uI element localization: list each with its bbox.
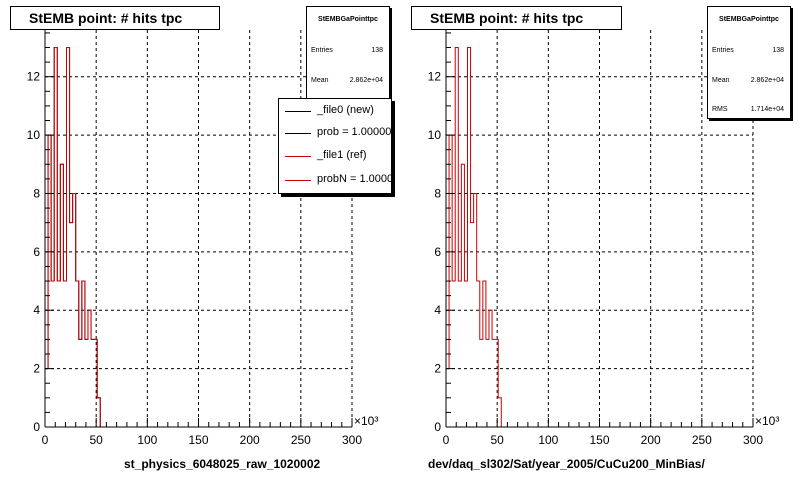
legend-entry-prob: prob = 1.000000	[279, 123, 392, 143]
right-x-multiplier: ×10³	[755, 414, 779, 428]
legend-entry-file0: _file0 (new)	[279, 101, 391, 121]
right-x-tick-label: 300	[743, 433, 763, 447]
left-y-tick-label: 6	[33, 245, 40, 259]
left-x-multiplier: ×10³	[354, 414, 378, 428]
right-stats-mean-label: Mean	[712, 77, 730, 84]
right-chart-title: StEMB point: # hits tpc	[411, 6, 622, 30]
left-chart-title: StEMB point: # hits tpc	[10, 6, 220, 30]
legend-label-probn: probN = 1.000000	[317, 173, 392, 185]
right-y-tick-label: 0	[434, 420, 441, 434]
right-x-tick-label: 200	[641, 433, 661, 447]
right-stats-entries-label: Entries	[712, 47, 734, 54]
left-legend: _file0 (new) prob = 1.000000 _file1 (ref…	[278, 98, 392, 194]
right-stats-mean-value: 2.862e+04	[750, 77, 784, 84]
right-x-tick-label: 250	[692, 433, 712, 447]
left-y-tick-label: 8	[33, 186, 40, 200]
left-stats-entries-label: Entries	[311, 47, 333, 54]
right-stats-rms-label: RMS	[712, 106, 728, 113]
left-x-tick-label: 100	[137, 433, 157, 447]
left-x-tick-label: 200	[240, 433, 260, 447]
legend-line-file1	[285, 156, 311, 157]
left-x-tick-label: 250	[291, 433, 311, 447]
left-x-tick-label: 300	[342, 433, 362, 447]
left-x-tick-label: 0	[42, 433, 49, 447]
right-stats-rms-value: 1.714e+04	[750, 106, 784, 113]
left-stats-mean-label: Mean	[311, 77, 329, 84]
legend-line-file0	[285, 111, 311, 112]
legend-line-probn	[285, 180, 311, 181]
left-y-tick-label: 12	[27, 70, 41, 84]
legend-entry-file1: _file1 (ref)	[279, 146, 391, 166]
right-x-tick-label: 100	[538, 433, 558, 447]
right-stats-box: StEMBGaPointtpc Entries 138 Mean 2.862e+…	[707, 6, 791, 119]
left-stats-entries-value: 138	[371, 47, 383, 54]
right-x-tick-label: 0	[443, 433, 450, 447]
left-y-tick-label: 10	[27, 128, 41, 142]
right-x-tick-label: 150	[589, 433, 609, 447]
right-x-axis-name: dev/daq_sl302/Sat/year_2005/CuCu200_MinB…	[428, 457, 705, 471]
right-y-tick-label: 8	[434, 186, 441, 200]
legend-label-prob: prob = 1.000000	[317, 126, 392, 138]
right-y-tick-label: 10	[428, 128, 442, 142]
legend-label-file0: _file0 (new)	[317, 104, 374, 116]
right-stats-entries-value: 138	[772, 47, 784, 54]
right-plot: 0 50 100 150 200 250 300 0 2 4 6 8 10 12 ×10³	[428, 30, 779, 447]
legend-entry-probn: probN = 1.000000	[279, 170, 392, 190]
legend-line-prob	[285, 133, 311, 134]
right-y-tick-label: 2	[434, 362, 441, 376]
left-y-tick-label: 0	[33, 420, 40, 434]
right-x-tick-label: 50	[490, 433, 504, 447]
left-y-tick-label: 2	[33, 362, 40, 376]
left-x-tick-label: 150	[188, 433, 208, 447]
right-y-tick-label: 12	[428, 70, 442, 84]
left-x-tick-label: 50	[89, 433, 103, 447]
right-y-tick-label: 6	[434, 245, 441, 259]
left-x-axis-name: st_physics_6048025_raw_1020002	[124, 457, 321, 471]
left-stats-mean-value: 2.862e+04	[349, 77, 383, 84]
left-y-tick-label: 4	[33, 303, 40, 317]
right-y-tick-label: 4	[434, 303, 441, 317]
right-stats-name: StEMBGaPointtpc	[719, 16, 779, 23]
left-stats-name: StEMBGaPointtpc	[318, 16, 378, 23]
legend-label-file1: _file1 (ref)	[317, 149, 367, 161]
